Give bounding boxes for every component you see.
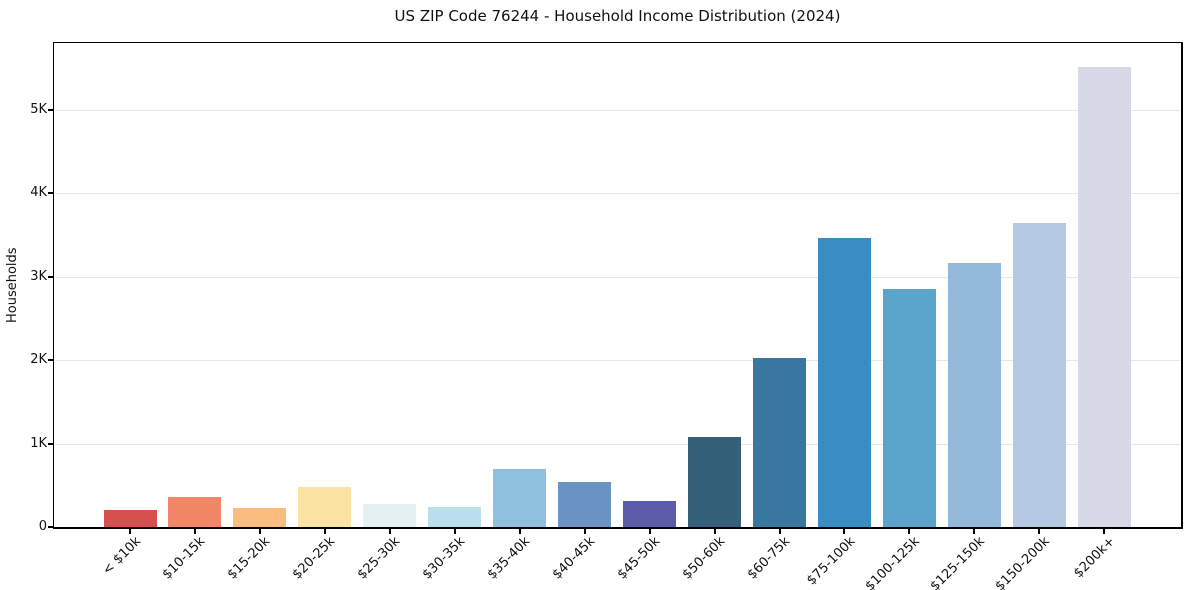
- ytick-mark-0: [47, 526, 53, 528]
- ytick-mark-3K: [47, 275, 53, 278]
- xtick-mark-4: [323, 529, 326, 534]
- ytick-label-3K: 3K: [30, 268, 47, 284]
- ytick-mark-2K: [47, 359, 53, 362]
- xtick-mark-5: [388, 529, 391, 534]
- xtick-label-11: $60-75k: [744, 534, 794, 583]
- xtick-label-1: < $10k: [99, 534, 144, 579]
- ytick-mark-1K: [47, 442, 53, 445]
- spine-left: [52, 43, 54, 527]
- ytick-mark-4K: [47, 192, 53, 195]
- xtick-mark-3: [258, 529, 261, 534]
- bar-45-50k: [623, 501, 677, 527]
- xtick-label-2: $10-15k: [160, 534, 209, 583]
- bar-10-15k: [168, 496, 222, 527]
- bar-60-75k: [753, 358, 806, 527]
- gridline-2K: [55, 360, 1180, 362]
- xtick-mark-13: [908, 529, 911, 534]
- bar-125-150k: [947, 263, 1001, 527]
- xtick-mark-15: [1038, 529, 1041, 534]
- bar-50-60k: [688, 436, 741, 527]
- gridline-5K: [55, 109, 1180, 111]
- bar-25-30k: [363, 504, 417, 527]
- spine-top: [52, 41, 1183, 43]
- xtick-label-12: $75-100k: [803, 534, 859, 589]
- bar-10k: [103, 509, 157, 527]
- xtick-label-4: $20-25k: [289, 534, 339, 583]
- xtick-mark-1: [129, 529, 131, 534]
- spine-bottom: [52, 527, 1183, 529]
- xtick-mark-10: [713, 529, 716, 534]
- bar-30-35k: [428, 507, 482, 527]
- xtick-mark-7: [518, 529, 521, 534]
- xtick-label-16: $200k+: [1070, 534, 1118, 582]
- ytick-label-4K: 4K: [30, 185, 47, 201]
- bar-150-200k: [1012, 223, 1066, 527]
- ytick-label-0: 0: [38, 519, 47, 534]
- bar-40-45k: [558, 482, 612, 527]
- ytick-mark-5K: [47, 108, 53, 111]
- bar-15-20k: [233, 507, 287, 527]
- xtick-mark-2: [193, 529, 196, 534]
- bar-100-125k: [882, 289, 936, 527]
- xtick-label-14: $125-150k: [927, 534, 988, 590]
- bar-75-100k: [817, 237, 871, 527]
- xtick-label-8: $40-45k: [549, 534, 599, 583]
- gridline-3K: [55, 276, 1180, 278]
- bar-20-25k: [298, 486, 352, 527]
- xtick-mark-16: [1103, 529, 1106, 534]
- bar-200k+: [1077, 66, 1131, 527]
- xtick-label-7: $35-40k: [484, 534, 534, 583]
- xtick-mark-12: [843, 529, 846, 534]
- spine-right: [1181, 43, 1183, 527]
- ytick-label-1K: 1K: [30, 435, 47, 451]
- xtick-label-10: $50-60k: [679, 534, 729, 583]
- gridline-1K: [55, 443, 1180, 445]
- xtick-label-15: $150-200k: [992, 534, 1053, 590]
- xtick-label-6: $30-35k: [419, 534, 469, 583]
- xtick-mark-11: [778, 529, 781, 534]
- xtick-mark-8: [583, 529, 586, 534]
- chart-title: US ZIP Code 76244 - Household Income Dis…: [394, 7, 841, 25]
- gridline-4K: [55, 193, 1180, 195]
- ytick-label-5K: 5K: [30, 101, 47, 117]
- xtick-mark-9: [648, 529, 651, 534]
- xtick-label-13: $100-125k: [862, 534, 924, 590]
- ytick-label-2K: 2K: [30, 352, 47, 368]
- xtick-label-5: $25-30k: [354, 534, 404, 583]
- xtick-label-3: $15-20k: [225, 534, 274, 583]
- bar-35-40k: [493, 469, 547, 527]
- xtick-mark-14: [973, 529, 976, 534]
- xtick-label-9: $45-50k: [614, 534, 664, 583]
- xtick-mark-6: [453, 529, 456, 534]
